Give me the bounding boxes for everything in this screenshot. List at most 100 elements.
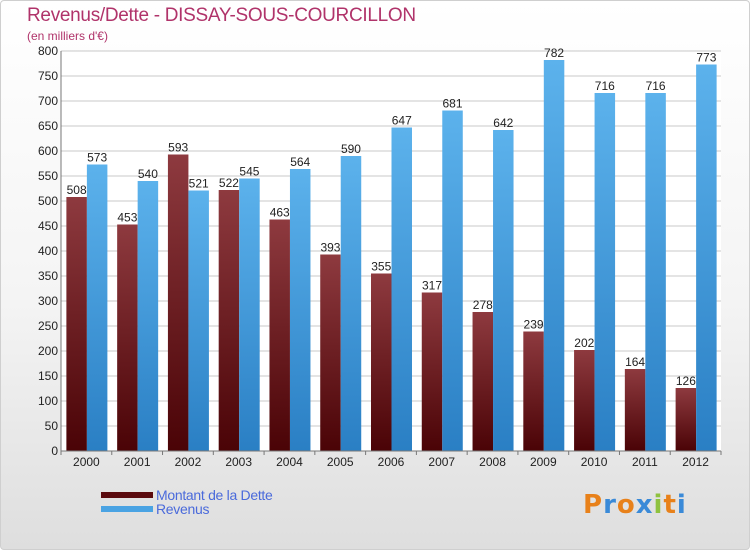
data-label-revenue: 540 <box>138 167 158 181</box>
x-tick-label: 2000 <box>73 455 100 469</box>
bar-revenue <box>696 64 717 451</box>
logo-letter: P <box>583 490 604 520</box>
bar-revenue <box>594 93 616 451</box>
bar-revenue <box>137 181 159 451</box>
data-label-revenue: 716 <box>595 79 615 93</box>
logo-letter: i <box>676 490 687 520</box>
bar-debt <box>523 331 544 451</box>
y-tick-label: 250 <box>38 319 58 333</box>
data-label-revenue: 647 <box>392 114 412 128</box>
bar-debt <box>472 312 494 451</box>
legend-label-debt: Montant de la Dette <box>156 487 273 503</box>
x-tick-label: 2010 <box>581 455 608 469</box>
data-label-debt: 522 <box>219 176 239 190</box>
y-tick-label: 0 <box>51 444 58 458</box>
logo-letter: r <box>603 490 617 520</box>
y-tick-label: 150 <box>38 369 58 383</box>
y-tick-label: 650 <box>38 119 58 133</box>
data-label-revenue: 590 <box>341 142 361 156</box>
x-tick-label: 2008 <box>479 455 506 469</box>
data-label-debt: 593 <box>168 141 188 155</box>
legend-label-revenue: Revenus <box>156 501 210 517</box>
x-tick-label: 2003 <box>225 455 252 469</box>
bar-revenue <box>543 60 565 451</box>
x-tick-label: 2001 <box>124 455 151 469</box>
proxiti-logo: Proxiti <box>583 490 687 520</box>
y-tick-label: 350 <box>38 269 58 283</box>
bar-revenue <box>391 127 412 451</box>
data-label-debt: 393 <box>320 241 340 255</box>
legend-swatch-revenue <box>101 506 153 512</box>
y-tick-label: 300 <box>38 294 58 308</box>
y-tick-label: 600 <box>38 144 58 158</box>
bar-debt <box>371 273 392 451</box>
bar-revenue <box>239 178 260 451</box>
bar-revenue <box>289 169 311 451</box>
x-tick-label: 2006 <box>378 455 405 469</box>
x-tick-label: 2011 <box>632 455 658 469</box>
data-label-debt: 317 <box>422 279 442 293</box>
bar-debt <box>624 369 646 451</box>
bar-revenue <box>493 130 514 451</box>
y-tick-label: 800 <box>38 44 58 58</box>
y-tick-label: 500 <box>38 194 58 208</box>
y-tick-label: 750 <box>38 69 58 83</box>
x-tick-label: 2002 <box>175 455 202 469</box>
x-tick-label: 2004 <box>276 455 303 469</box>
data-label-debt: 453 <box>117 211 137 225</box>
legend-item-revenue: Revenus <box>101 501 210 517</box>
data-label-revenue: 521 <box>189 177 209 191</box>
data-label-revenue: 716 <box>646 79 666 93</box>
bar-revenue <box>645 93 666 451</box>
logo-letter: x <box>635 490 654 520</box>
bar-debt <box>574 350 595 451</box>
chart-title: Revenus/Dette - DISSAY-SOUS-COURCILLON <box>27 5 416 26</box>
data-label-debt: 508 <box>67 183 87 197</box>
data-label-debt: 463 <box>270 206 290 220</box>
y-tick-label: 100 <box>38 394 58 408</box>
data-label-revenue: 573 <box>87 151 107 165</box>
chart-subtitle: (en milliers d'€) <box>27 29 108 43</box>
bar-revenue <box>86 164 108 451</box>
data-label-debt: 164 <box>625 355 645 369</box>
y-tick-label: 400 <box>38 244 58 258</box>
bar-debt <box>167 154 189 451</box>
y-axis-ticks: 0 50 100 150 200 250 300 350 400 450 500 550 600 650 7… <box>38 44 58 458</box>
bars <box>66 60 717 451</box>
data-label-debt: 126 <box>676 374 696 388</box>
data-label-revenue: 642 <box>493 116 513 130</box>
data-label-revenue: 773 <box>696 51 716 65</box>
x-tick-label: 2012 <box>682 455 709 469</box>
bar-debt <box>675 388 697 451</box>
x-tick-label: 2009 <box>530 455 557 469</box>
bar-debt <box>218 190 240 451</box>
bar-revenue <box>340 156 362 451</box>
y-tick-label: 700 <box>38 94 58 108</box>
bar-debt <box>269 219 290 451</box>
bar-revenue <box>442 110 463 451</box>
y-tick-label: 50 <box>45 419 59 433</box>
legend-swatch-debt <box>101 492 153 498</box>
bar-debt <box>320 254 341 451</box>
bar-revenue <box>188 190 209 451</box>
bar-debt <box>117 224 138 451</box>
y-tick-label: 200 <box>38 344 58 358</box>
y-tick-label: 550 <box>38 169 58 183</box>
logo-letter: o <box>616 490 636 520</box>
data-label-debt: 202 <box>574 336 594 350</box>
x-tick-label: 2007 <box>428 455 455 469</box>
data-label-revenue: 782 <box>544 46 564 60</box>
data-label-debt: 278 <box>473 298 493 312</box>
y-tick-label: 450 <box>38 219 58 233</box>
bar-debt <box>66 197 87 451</box>
legend-item-debt: Montant de la Dette <box>101 487 273 503</box>
data-label-debt: 355 <box>371 260 391 274</box>
logo-letter: i <box>653 490 664 520</box>
data-label-revenue: 545 <box>239 165 259 179</box>
x-tick-label: 2005 <box>327 455 354 469</box>
x-axis-ticks: 2000 2001 2002 2003 2004 2005 2006 2007 2008 2009… <box>60 451 722 469</box>
data-label-revenue: 681 <box>443 97 463 111</box>
data-label-debt: 239 <box>524 318 544 332</box>
